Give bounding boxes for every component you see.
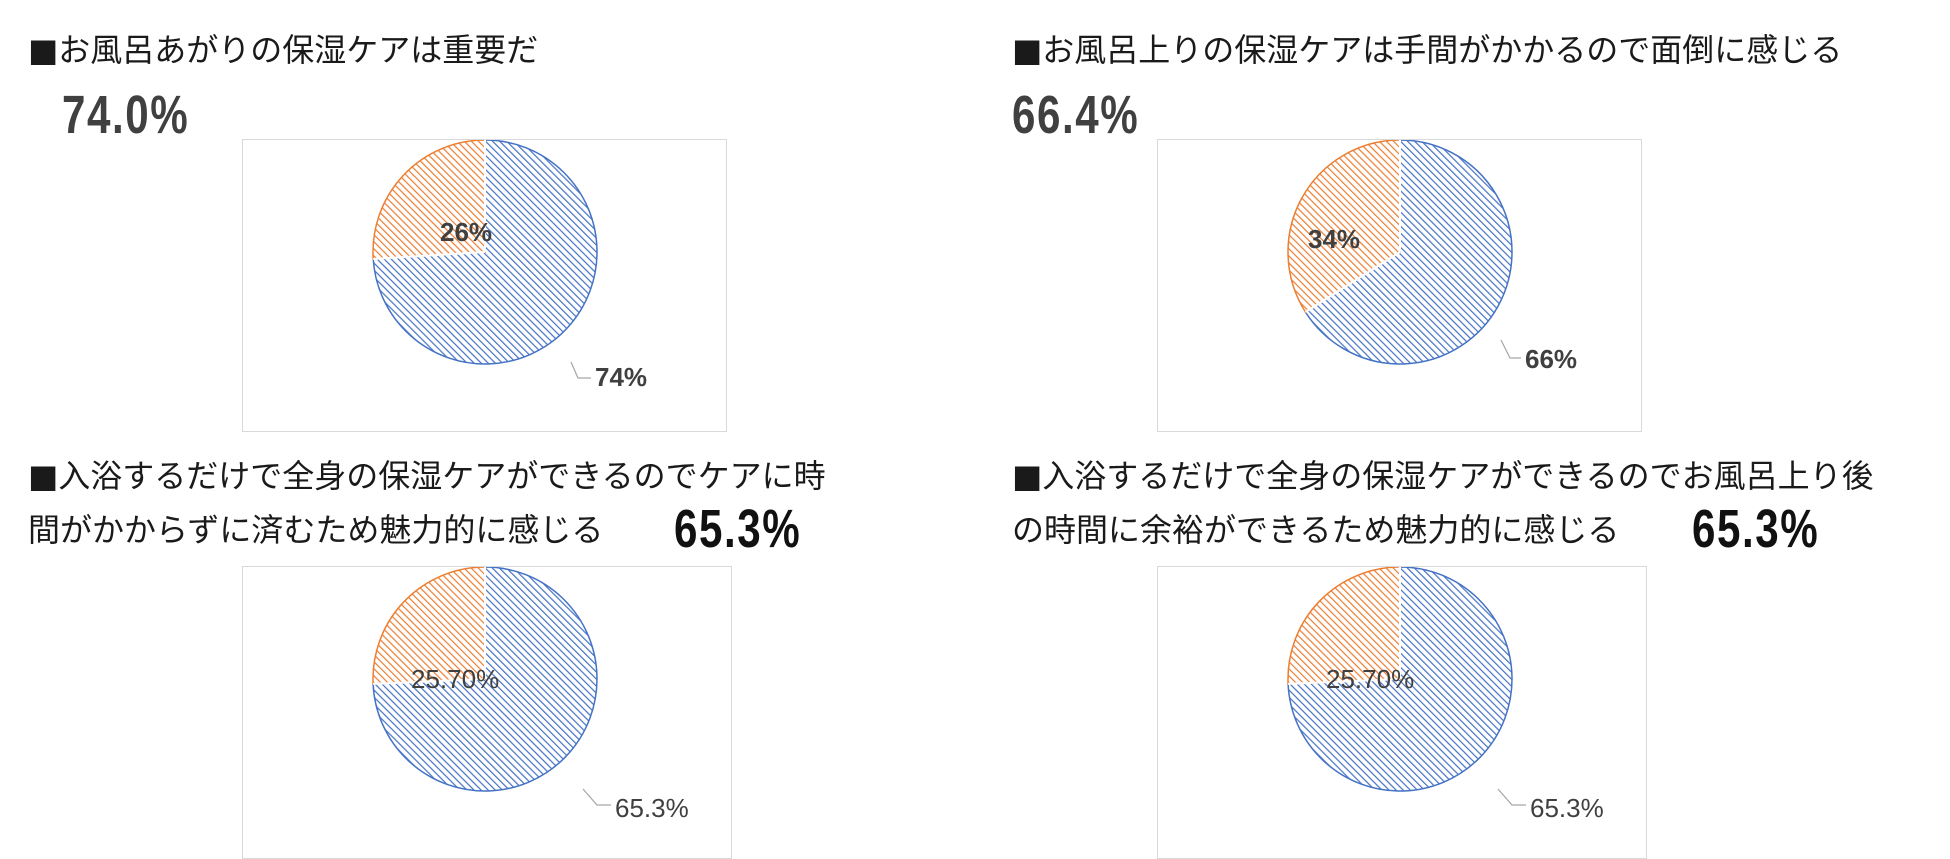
- leader-line: [1500, 339, 1521, 359]
- pie-chart-box: 65.3% 25.70%: [1157, 566, 1647, 859]
- headline-percentage: 65.3%: [674, 499, 802, 559]
- data-label: 66%: [1525, 344, 1577, 374]
- pie-slice: [372, 567, 486, 685]
- data-label: 34%: [1308, 224, 1360, 254]
- panel-title-line: ■入浴するだけで全身の保湿ケアができるのでケアに時: [28, 457, 826, 495]
- pie-chart: 74% 26%: [372, 140, 647, 392]
- leader-line: [570, 361, 591, 379]
- panel-title: ■お風呂上りの保湿ケアは手間がかかるので面倒に感じる: [1012, 30, 1842, 70]
- panel-title: ■入浴するだけで全身の保湿ケアができるのでケアに時 間がかからずに済むため魅力的…: [28, 456, 826, 550]
- pie-chart: 65.3% 25.70%: [372, 567, 689, 823]
- leader-line: [1497, 788, 1526, 806]
- slice-separator: [373, 251, 486, 261]
- leader-line: [582, 788, 611, 806]
- data-label: 65.3%: [1530, 793, 1604, 823]
- panel-title-line: ■お風呂あがりの保湿ケアは重要だ: [28, 31, 539, 69]
- panel-title-line: ■お風呂上りの保湿ケアは手間がかかるので面倒に感じる: [1012, 31, 1843, 69]
- slice-separator: [373, 678, 486, 685]
- data-label: 25.70%: [411, 664, 499, 694]
- pie-chart-box: 66% 34%: [1157, 139, 1642, 432]
- pie-chart-box: 74% 26%: [242, 139, 727, 432]
- pie-slice: [372, 140, 486, 260]
- panel-title: ■入浴するだけで全身の保湿ケアができるのでお風呂上り後 の時間に余裕ができるため…: [1012, 456, 1874, 550]
- slice-separator: [1288, 678, 1401, 685]
- data-label: 26%: [440, 217, 492, 247]
- pie-chart: 65.3% 25.70%: [1287, 567, 1604, 823]
- panel-title-line: の時間に余裕ができるため魅力的に感じる: [1012, 511, 1620, 549]
- panel-title-line: ■入浴するだけで全身の保湿ケアができるのでお風呂上り後: [1012, 457, 1874, 495]
- pie-slice: [1287, 567, 1401, 685]
- headline-percentage: 65.3%: [1692, 499, 1820, 559]
- data-label: 25.70%: [1326, 664, 1414, 694]
- pie-chart: 66% 34%: [1287, 140, 1577, 374]
- data-label: 65.3%: [615, 793, 689, 823]
- data-label: 74%: [595, 362, 647, 392]
- slice-separator: [1304, 251, 1401, 313]
- panel-title-line: 間がかからずに済むため魅力的に感じる: [28, 511, 604, 549]
- headline-percentage: 74.0%: [62, 85, 190, 145]
- pie-chart-box: 65.3% 25.70%: [242, 566, 732, 859]
- panel-title: ■お風呂あがりの保湿ケアは重要だ: [28, 30, 538, 70]
- pie-slice: [1304, 140, 1513, 365]
- headline-percentage: 66.4%: [1012, 85, 1140, 145]
